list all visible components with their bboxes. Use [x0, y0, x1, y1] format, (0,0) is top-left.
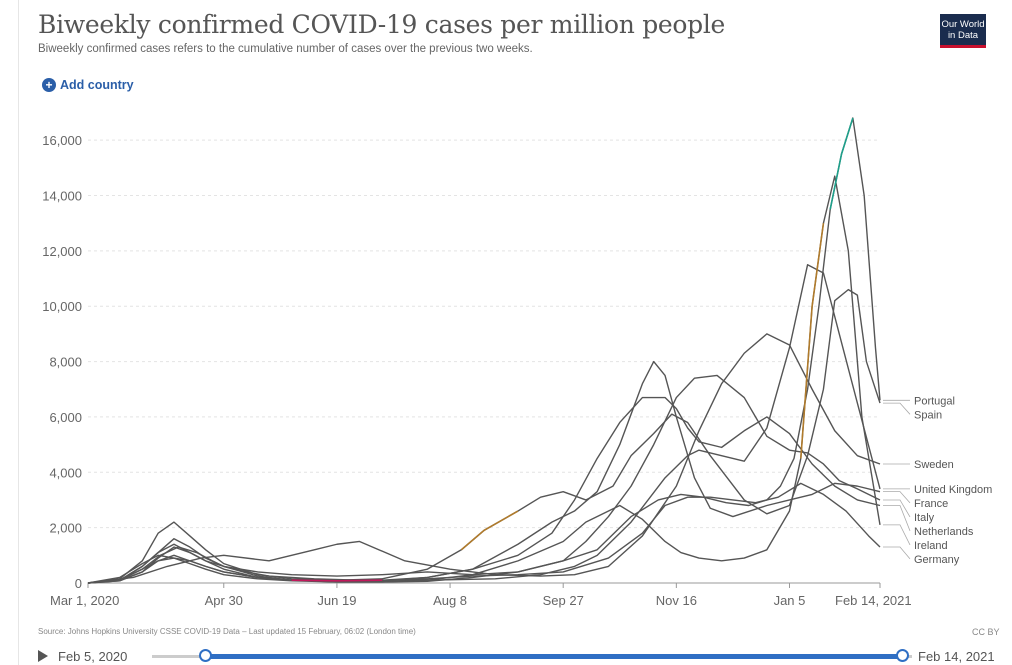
label-connector: [883, 499, 911, 518]
label-connector: [883, 491, 911, 504]
y-tick-label: 6,000: [49, 410, 82, 425]
series-line-germany[interactable]: [87, 482, 881, 584]
x-tick-label: Aug 8: [433, 593, 467, 608]
series-highlight: [800, 223, 825, 459]
series-label: Ireland: [914, 540, 948, 552]
x-tick-label: Apr 30: [205, 593, 243, 608]
label-connector: [883, 505, 911, 532]
series-label: Portugal: [914, 395, 955, 407]
line-chart[interactable]: 0 2,000 4,000 6,000 8,000 10,000 12,000 14,000 1…: [0, 0, 1012, 620]
y-tick-label: 8,000: [49, 355, 82, 370]
series-line-ireland[interactable]: [87, 175, 881, 584]
series-label: Italy: [914, 512, 935, 524]
series-label: Germany: [914, 554, 960, 566]
y-tick-label: 4,000: [49, 465, 82, 480]
y-tick-label: 0: [75, 576, 82, 591]
timeline-start-handle[interactable]: [199, 649, 212, 662]
series-labels: Portugal Spain Sweden United Kingdom France I…: [883, 395, 992, 566]
label-connector: [883, 546, 911, 560]
y-tick-label: 12,000: [42, 244, 82, 259]
x-tick-label: Sep 27: [543, 593, 584, 608]
timeline-end-handle[interactable]: [896, 649, 909, 662]
y-tick-label: 16,000: [42, 133, 82, 148]
license-link[interactable]: CC BY: [972, 627, 1000, 637]
x-tick-label: Mar 1, 2020: [50, 593, 119, 608]
chart-title: Biweekly confirmed COVID-19 cases per mi…: [38, 10, 726, 39]
series-line-sweden[interactable]: [87, 333, 881, 584]
label-connector: [883, 402, 911, 415]
series-line-portugal[interactable]: [87, 117, 881, 584]
add-country-button[interactable]: + Add country: [42, 78, 134, 92]
x-tick-label: Jan 5: [774, 593, 806, 608]
timeline-start-label: Feb 5, 2020: [58, 649, 128, 664]
y-tick-label: 14,000: [42, 189, 82, 204]
add-country-label: Add country: [60, 78, 134, 92]
series-line-italy[interactable]: [87, 374, 881, 584]
y-tick-label: 10,000: [42, 299, 82, 314]
timeline-range[interactable]: [206, 654, 902, 659]
y-tick-label: 2,000: [49, 521, 82, 536]
source-note[interactable]: Source: Johns Hopkins University CSSE CO…: [38, 627, 416, 636]
series-highlight: [829, 117, 854, 210]
series-highlight: [460, 510, 519, 551]
x-tick-label: Feb 14, 2021: [835, 593, 912, 608]
series-label: Netherlands: [914, 526, 974, 538]
play-icon[interactable]: [38, 650, 48, 662]
chart-subtitle: Biweekly confirmed cases refers to the c…: [38, 43, 533, 55]
owid-logo[interactable]: Our World in Data: [940, 14, 986, 48]
series-label: United Kingdom: [914, 484, 992, 496]
x-tick-label: Jun 19: [317, 593, 356, 608]
series-label: Spain: [914, 409, 942, 421]
series-label: France: [914, 498, 948, 510]
label-connector: [883, 524, 911, 546]
x-axis-ticks: Mar 1, 2020 Apr 30 Jun 19 Aug 8 Sep 27 Nov 16…: [50, 583, 912, 608]
timeline-slider[interactable]: Feb 5, 2020 Feb 14, 2021: [0, 640, 1012, 665]
x-tick-label: Nov 16: [656, 593, 697, 608]
series-highlight: [291, 579, 383, 582]
series-lines: [87, 117, 881, 584]
series-line-united-kingdom[interactable]: [87, 263, 881, 584]
left-divider: [18, 0, 19, 665]
series-label: Sweden: [914, 459, 954, 471]
timeline-end-label: Feb 14, 2021: [918, 649, 995, 664]
grid-lines: [88, 139, 880, 584]
series-line-spain[interactable]: [87, 288, 881, 584]
y-axis-ticks: 0 2,000 4,000 6,000 8,000 10,000 12,000 14,000 1…: [42, 133, 82, 591]
plus-circle-icon: +: [42, 78, 56, 92]
